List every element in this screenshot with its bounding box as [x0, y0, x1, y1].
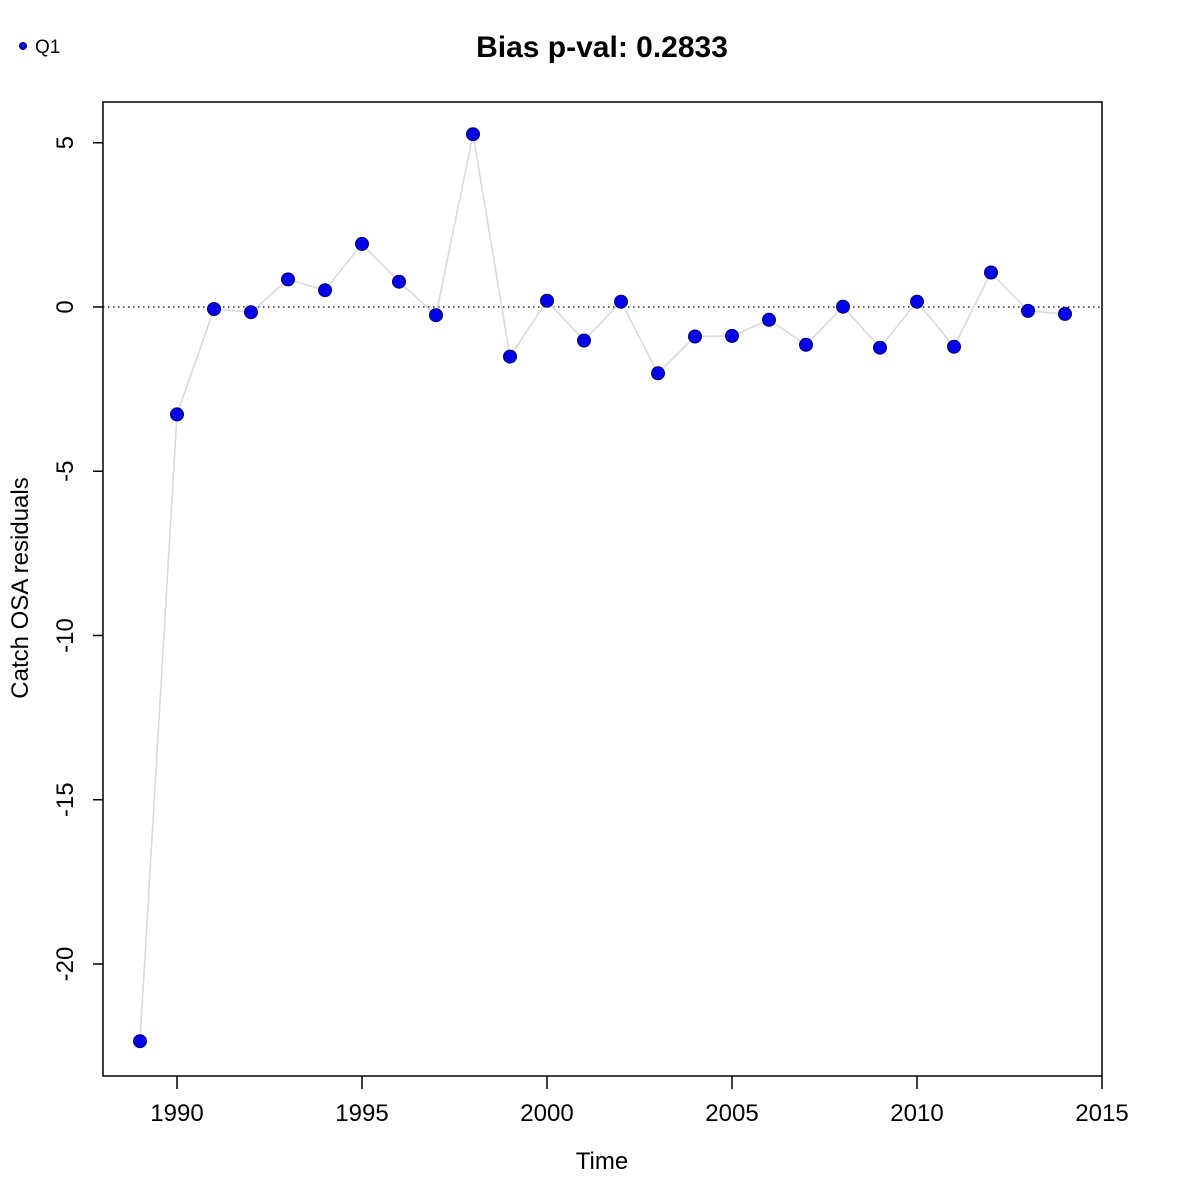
- data-point-1997: [429, 308, 443, 323]
- legend: Q1: [19, 37, 60, 58]
- y-axis-tick-label: 5: [52, 136, 79, 149]
- x-axis-tick-label: 2000: [520, 1100, 573, 1127]
- data-point-1996: [392, 274, 406, 289]
- x-axis-tick-label: 1995: [335, 1100, 388, 1127]
- data-point-2008: [836, 299, 850, 314]
- data-point-1991: [207, 302, 221, 316]
- data-point-2004: [688, 329, 702, 344]
- x-axis-tick-label: 2005: [705, 1100, 758, 1127]
- data-point-2001: [577, 333, 591, 348]
- data-point-2010: [910, 294, 924, 309]
- data-point-1989: [133, 1034, 147, 1049]
- y-axis-tick-label: 0: [52, 300, 79, 313]
- legend-marker-icon: [19, 42, 27, 50]
- data-point-1992: [244, 305, 258, 320]
- data-series: [133, 127, 1072, 1049]
- data-point-1998: [466, 127, 480, 142]
- y-axis-tick-label: -10: [52, 618, 79, 653]
- data-point-1995: [355, 236, 369, 251]
- data-point-2000: [540, 293, 554, 308]
- x-axis-tick-label: 1990: [150, 1100, 203, 1127]
- data-point-2011: [947, 339, 961, 354]
- chart-title: Bias p-val: 0.2833: [476, 31, 728, 64]
- x-axis-tick-label: 2015: [1075, 1100, 1128, 1127]
- data-point-2005: [725, 328, 739, 343]
- data-point-1990: [170, 407, 184, 422]
- x-axis-tick-label: 2010: [890, 1100, 943, 1127]
- data-point-1993: [281, 272, 295, 287]
- y-axis-tick-label: -20: [52, 947, 79, 982]
- data-point-2003: [651, 366, 665, 381]
- data-point-2014: [1058, 306, 1072, 321]
- axes: 1990 1995 2000 2005 2010 2015 5 0 -5 -10 -15 -20: [52, 101, 1129, 1127]
- data-point-2013: [1021, 303, 1035, 318]
- data-point-1999: [503, 349, 517, 364]
- y-axis-tick-label: -15: [52, 782, 79, 817]
- data-point-2007: [799, 337, 813, 352]
- x-axis-title: Time: [576, 1148, 628, 1175]
- data-point-2002: [614, 294, 628, 309]
- plot-border: [102, 101, 1103, 1077]
- data-point-1994: [318, 283, 332, 298]
- data-point-2012: [984, 265, 998, 280]
- data-point-2006: [762, 312, 776, 327]
- series-connector-line: [139, 134, 1066, 1042]
- data-point-2009: [873, 340, 887, 355]
- y-axis-title: Catch OSA residuals: [7, 477, 34, 698]
- legend-label: Q1: [35, 37, 60, 58]
- y-axis-tick-label: -5: [52, 461, 79, 482]
